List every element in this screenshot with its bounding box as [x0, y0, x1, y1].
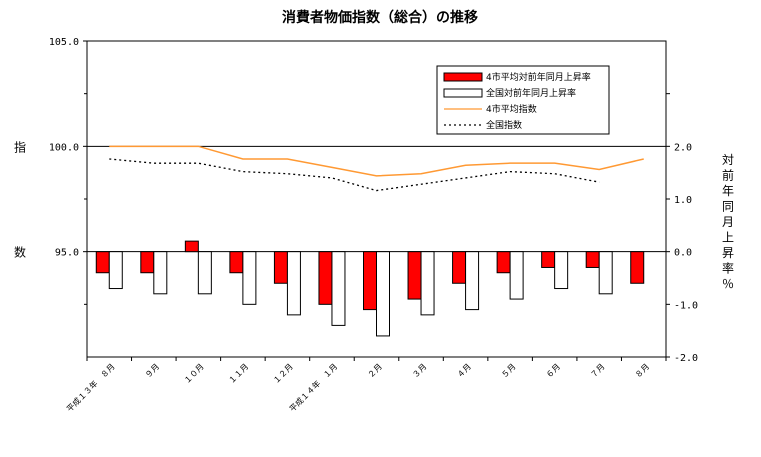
bar — [95, 251, 110, 274]
x-category-label: １２月 — [272, 362, 295, 385]
legend-swatch — [443, 88, 483, 98]
bar — [407, 251, 422, 300]
bar — [452, 251, 467, 284]
left-tick-label: 100.0 — [49, 142, 79, 153]
right-axis-label-char: ％ — [722, 277, 734, 291]
legend-label: 全国対前年同月上昇率 — [486, 87, 576, 99]
legend-swatch — [443, 72, 483, 82]
line-national-index — [109, 158, 600, 192]
line-series — [109, 145, 644, 192]
x-category-label: ９月 — [144, 362, 162, 380]
x-category-label: ６月 — [544, 362, 562, 380]
right-axis-label-char: 上 — [722, 231, 734, 245]
x-category-label: ５月 — [500, 362, 518, 380]
bar — [242, 251, 257, 305]
bar — [509, 251, 524, 300]
bar — [140, 251, 155, 274]
right-axis-label-char: 前 — [722, 168, 734, 183]
legend-label: 全国指数 — [486, 119, 522, 131]
x-category-label: 平成１４年 １月 — [287, 361, 339, 413]
bar-series — [95, 240, 645, 337]
x-category-label: １１月 — [227, 362, 250, 385]
bar — [541, 251, 556, 268]
bar — [585, 251, 600, 268]
bar — [598, 251, 613, 295]
x-category-label: ７月 — [589, 362, 607, 380]
bar — [108, 251, 123, 290]
right-axis-label-char: 年 — [722, 184, 734, 198]
bar — [554, 251, 569, 290]
right-axis-label-char: 月 — [722, 215, 734, 229]
right-tick-label: 1.0 — [674, 195, 692, 206]
bar — [197, 251, 212, 295]
right-axis-ticks: 2.0 1.0 0.0 -1.0 -2.0 — [666, 93, 698, 364]
right-tick-label: -1.0 — [674, 300, 698, 311]
right-tick-label: 0.0 — [674, 248, 692, 259]
right-axis-label-char: 同 — [722, 200, 734, 214]
bar — [630, 251, 645, 284]
bar — [318, 251, 333, 305]
legend-label: 4市平均対前年同月上昇率 — [486, 71, 591, 83]
left-axis-label-char: 指 — [14, 139, 26, 154]
bar — [465, 251, 480, 311]
bar — [363, 251, 377, 311]
right-axis-label-char: 対 — [722, 153, 734, 167]
left-axis-label-char: 数 — [14, 245, 26, 260]
bar — [496, 251, 511, 274]
left-tick-label: 105.0 — [49, 37, 79, 48]
line-4city-index — [109, 145, 644, 177]
right-axis-label-char: 昇 — [722, 246, 734, 260]
chart-title: 消費者物価指数（総合）の推移 — [282, 9, 478, 26]
right-axis-label-char: 率 — [722, 261, 734, 276]
bar — [331, 251, 346, 326]
right-tick-label: 2.0 — [674, 142, 692, 153]
bar — [376, 251, 390, 337]
bar — [184, 240, 199, 253]
x-category-label: １０月 — [182, 362, 205, 385]
x-category-label: ３月 — [411, 362, 429, 380]
right-tick-label: -2.0 — [674, 353, 698, 364]
bar — [273, 251, 288, 284]
bar — [420, 251, 435, 316]
left-axis-ticks: 105.0 100.0 95.0 — [49, 37, 87, 305]
x-category-label: ２月 — [366, 362, 384, 380]
x-category-label: 平成１３年 ８月 — [64, 361, 116, 413]
axis-labels: 指数 対前年同月上昇率％ — [14, 139, 734, 291]
legend-label: 4市平均指数 — [486, 103, 537, 115]
bar — [153, 251, 168, 295]
x-category-label: ４月 — [455, 362, 473, 380]
x-category-label: ８月 — [633, 362, 651, 380]
bar — [229, 251, 244, 274]
bar — [286, 251, 301, 316]
left-tick-label: 95.0 — [55, 248, 79, 259]
